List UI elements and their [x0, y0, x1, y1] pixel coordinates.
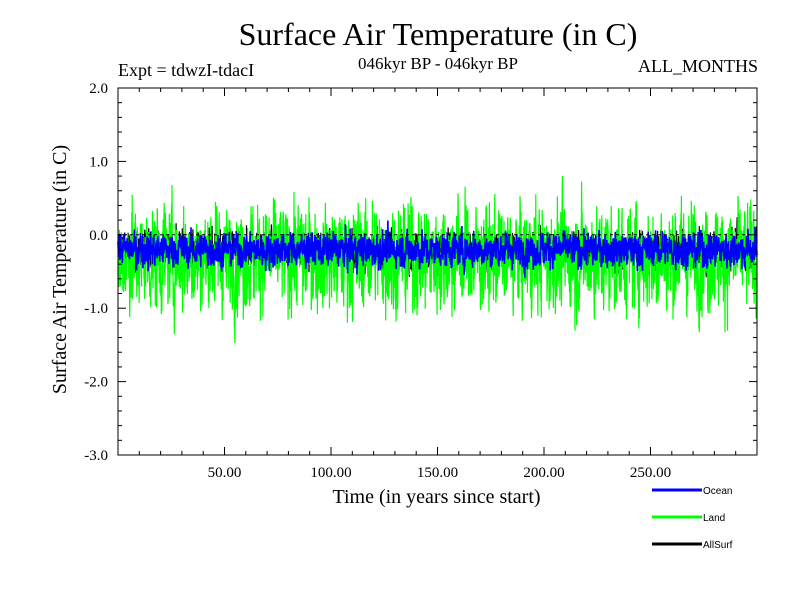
experiment-label: Expt = tdwzI-tdacI [118, 60, 255, 80]
legend-label-ocean: Ocean [703, 486, 732, 497]
x-tick-label: 100.00 [310, 465, 351, 481]
x-axis-label: Time (in years since start) [332, 486, 540, 508]
y-tick-label: -2.0 [84, 375, 108, 391]
x-tick-label: 150.00 [417, 465, 458, 481]
ticks-layer: 50.00 100.00 150.00 200.00 250.00 2.0 1.0 0.0 -1… [84, 81, 757, 481]
y-axis-label: Surface Air Temperature (in C) [49, 145, 71, 394]
y-tick-label: 0.0 [89, 228, 108, 244]
x-tick-label: 50.00 [208, 465, 242, 481]
chart-title: Surface Air Temperature (in C) [238, 16, 638, 52]
x-tick-label: 250.00 [630, 465, 671, 481]
legend-label-land: Land [703, 513, 725, 524]
y-tick-label: 1.0 [89, 154, 108, 170]
series-line-ocean [117, 220, 758, 278]
legend-label-allsurf: AllSurf [703, 540, 733, 551]
legend: Ocean Land AllSurf [652, 486, 733, 551]
y-tick-label: -1.0 [84, 301, 108, 317]
months-label: ALL_MONTHS [638, 56, 758, 76]
y-tick-label: 2.0 [89, 81, 108, 97]
y-tick-label: -3.0 [84, 448, 108, 464]
series-layer [117, 175, 758, 344]
period-label: 046kyr BP - 046kyr BP [358, 54, 518, 73]
x-tick-label: 200.00 [523, 465, 564, 481]
